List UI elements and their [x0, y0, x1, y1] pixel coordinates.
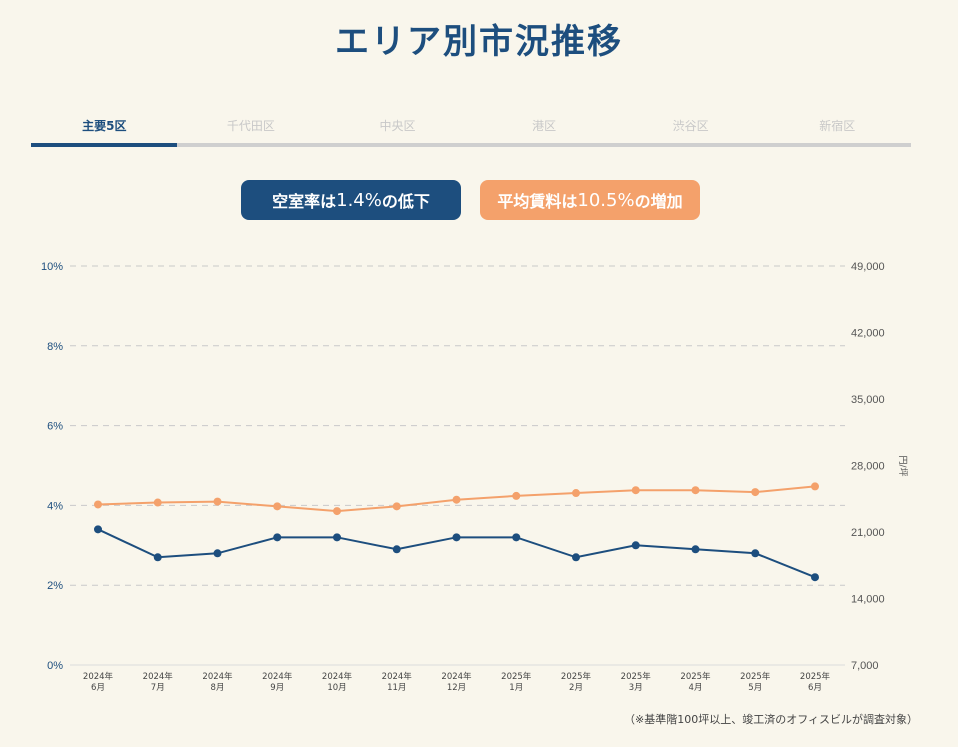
rent-badge-post: の増加 [634, 192, 683, 211]
rent-point [273, 502, 282, 511]
x-tick-label-month: 12月 [447, 683, 466, 693]
vacancy-point [572, 553, 580, 562]
rent-point [512, 491, 521, 500]
x-tick-label-year: 2025年 [561, 671, 592, 682]
left-tick-label: 2% [47, 580, 63, 592]
tab-minato[interactable]: 港区 [532, 119, 557, 133]
x-tick-label-month: 10月 [327, 683, 346, 693]
x-tick-label-month: 6月 [808, 683, 822, 693]
x-tick-label-month: 11月 [387, 683, 406, 693]
vacancy-badge: 空室率は 1.4% の低下 [241, 180, 461, 220]
left-tick-label: 10% [41, 261, 63, 273]
tab-underline [31, 143, 911, 147]
tab-main5[interactable]: 主要5区 [82, 119, 127, 133]
rent-point [691, 486, 700, 495]
right-tick-label: 7,000 [851, 660, 879, 672]
vacancy-point [153, 553, 162, 562]
vacancy-point [452, 533, 461, 542]
x-tick-label-year: 2024年 [322, 671, 353, 682]
footnote: （※基準階100坪以上、竣工済のオフィスビルが調査対象） [624, 713, 918, 726]
area-tabs: 主要5区 千代田区 中央区 港区 渋谷区 新宿区 [31, 117, 911, 147]
x-tick-label-year: 2024年 [83, 671, 114, 682]
x-tick-label-year: 2025年 [680, 671, 711, 682]
right-tick-label: 14,000 [851, 594, 885, 606]
x-tick-label-year: 2025年 [740, 671, 771, 682]
vacancy-point [631, 541, 640, 550]
x-tick-label-year: 2024年 [441, 671, 472, 682]
vacancy-point [273, 533, 282, 542]
tab-shinjuku[interactable]: 新宿区 [819, 119, 856, 133]
x-tick-label-month: 6月 [91, 683, 105, 693]
left-tick-label: 8% [47, 341, 63, 353]
x-tick-label-year: 2025年 [800, 671, 831, 682]
x-tick-label-month: 9月 [270, 683, 284, 693]
tab-shibuya[interactable]: 渋谷区 [672, 119, 709, 133]
rent-point [452, 495, 461, 504]
rent-point [333, 507, 341, 516]
vacancy-point [811, 573, 819, 582]
x-tick-label-month: 1月 [509, 683, 523, 693]
right-tick-label: 21,000 [851, 527, 885, 539]
rent-point [572, 489, 580, 498]
right-tick-label: 28,000 [851, 461, 885, 473]
right-axis-label: 円/坪 [897, 455, 908, 476]
tab-active-indicator [31, 143, 177, 147]
x-tick-label-month: 5月 [748, 683, 762, 693]
x-tick-label-month: 4月 [689, 683, 703, 693]
rent-badge-pre: 平均賃料は [497, 192, 578, 211]
left-tick-label: 4% [47, 500, 63, 512]
rent-point [392, 502, 401, 511]
x-tick-label-year: 2024年 [262, 671, 293, 682]
vacancy-badge-num: 1.4% [336, 189, 382, 211]
x-tick-label-month: 3月 [629, 683, 643, 693]
tab-chuo[interactable]: 中央区 [379, 119, 416, 133]
x-tick-label-month: 7月 [151, 683, 165, 693]
vacancy-point [333, 533, 341, 542]
x-tick-label-year: 2024年 [143, 671, 174, 682]
vacancy-point [512, 533, 521, 542]
rent-point [751, 488, 760, 497]
right-tick-label: 42,000 [851, 328, 885, 340]
rent-point [213, 497, 222, 506]
vacancy-point [213, 549, 222, 558]
right-tick-label: 35,000 [851, 394, 885, 406]
tab-chiyoda[interactable]: 千代田区 [226, 119, 275, 133]
rent-badge-num: 10.5% [577, 189, 635, 211]
x-tick-label-year: 2024年 [202, 671, 233, 682]
right-tick-label: 49,000 [851, 261, 885, 273]
vacancy-badge-pre: 空室率は [272, 192, 337, 211]
rent-point [94, 500, 102, 509]
rent-point [153, 498, 162, 507]
page-title: エリア別市況推移 [335, 22, 623, 62]
x-tick-label-year: 2024年 [382, 671, 413, 682]
rent-point [631, 486, 640, 495]
x-tick-label-year: 2025年 [501, 671, 532, 682]
vacancy-point [94, 525, 102, 534]
left-tick-label: 6% [47, 421, 63, 433]
x-tick-label-month: 8月 [211, 683, 225, 693]
rent-point [811, 482, 819, 491]
x-tick-label-year: 2025年 [621, 671, 652, 682]
vacancy-badge-post: の低下 [381, 192, 430, 211]
vacancy-point [392, 545, 401, 554]
x-tick-label-month: 2月 [569, 683, 583, 693]
vacancy-point [691, 545, 700, 554]
vacancy-point [751, 549, 760, 558]
rent-badge: 平均賃料は 10.5% の増加 [480, 180, 700, 220]
left-tick-label: 0% [47, 660, 63, 672]
